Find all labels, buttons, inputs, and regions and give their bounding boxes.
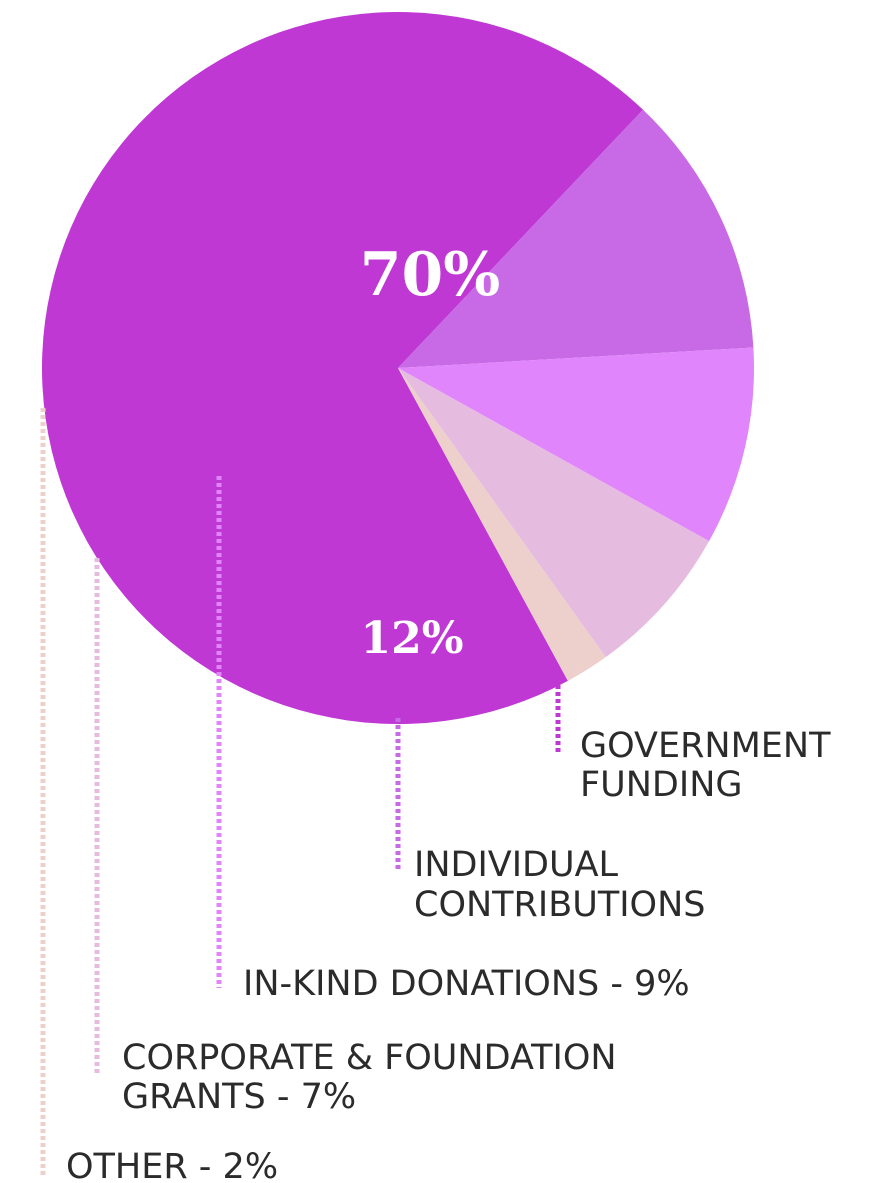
pie-slice-1: [41, 12, 644, 725]
pie-slice-4: [398, 368, 710, 658]
pie-slices: [41, 12, 755, 725]
pie-slice-3: [398, 347, 755, 542]
category-label-3-line-1: IN-KIND DONATIONS - 9%: [243, 964, 690, 1004]
category-label-5-line-1: OTHER - 2%: [66, 1147, 278, 1183]
category-label-2-line-1: INDIVIDUAL: [414, 845, 619, 885]
pie-slice-2: [398, 109, 754, 369]
value-label-1: 70%: [360, 240, 501, 310]
value-labels: 70% 12%: [360, 240, 501, 664]
pie-slice-5: [398, 368, 606, 681]
category-label-4-line-2: GRANTS - 7%: [122, 1077, 356, 1117]
category-label-1-line-1: GOVERNMENT: [580, 726, 831, 766]
leader-lines: [40, 408, 561, 1178]
category-label-1-line-2: FUNDING: [580, 765, 743, 805]
value-label-2: 12%: [360, 613, 463, 664]
category-label-4-line-1: CORPORATE & FOUNDATION: [122, 1038, 617, 1078]
category-label-2-line-2: CONTRIBUTIONS: [414, 885, 705, 925]
